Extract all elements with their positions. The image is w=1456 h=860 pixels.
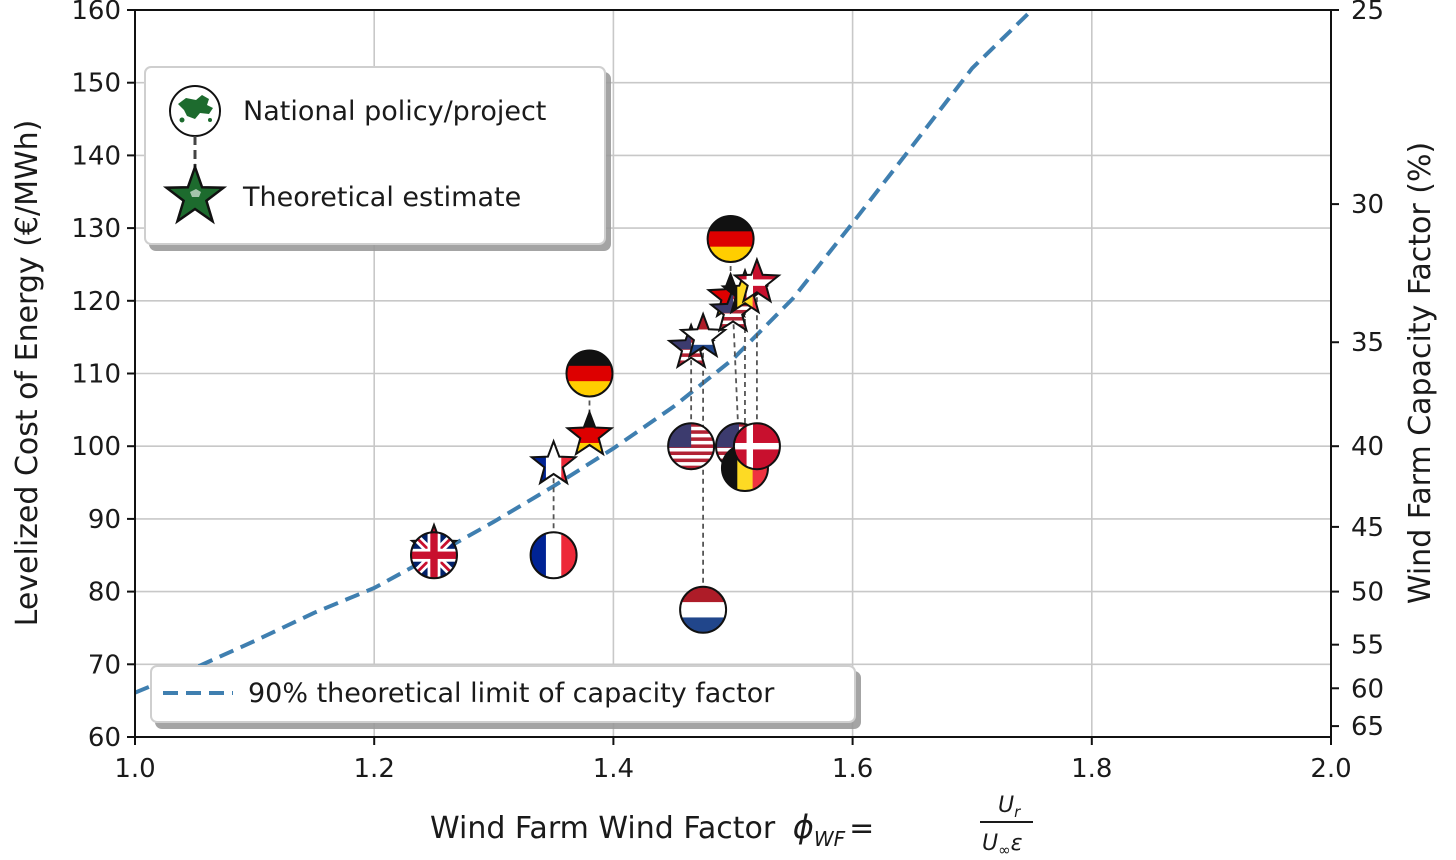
policy-circle-germany [706,215,755,264]
x-tick-label: 1.4 [593,754,634,784]
x-tick-label: 1.0 [114,754,155,784]
y-tick-label: 70 [88,650,121,680]
secondary-y-axis-ticks: 25 30 35 40 45 50 55 60 65 [1331,0,1384,742]
legend-label-national-policy: National policy/project [243,96,546,127]
y-axis-ticks: 60 70 80 90 100 110 120 130 140 150 160 [71,0,135,753]
y2-tick-label: 25 [1351,0,1384,26]
theoretical-limit-curve [135,10,1034,695]
country-markers [409,215,782,634]
x-axis-ticks: 1.0 1.2 1.4 1.6 1.8 2.0 [114,737,1352,784]
x-tick-label: 1.6 [832,754,873,784]
y2-tick-label: 30 [1351,190,1384,220]
legend-box [144,66,606,245]
y-tick-label: 110 [71,360,121,390]
legend-markers: National policy/project Theoretical esti… [144,66,606,245]
x-tick-label: 2.0 [1310,754,1351,784]
y-tick-label: 60 [88,723,121,753]
y2-tick-label: 60 [1351,674,1384,704]
legend-theoretical-estimate-icon [162,163,228,225]
secondary-y-axis-label: Wind Farm Capacity Factor (%) [1403,142,1438,604]
legend-label-theoretical-estimate: Theoretical estimate [242,182,521,213]
theoretical-limit-curve-layer [135,10,1034,695]
y-tick-label: 90 [88,505,121,535]
policy-circle-france [529,531,578,580]
svg-text:Ur: Ur [998,793,1021,821]
y-tick-label: 120 [71,287,121,317]
y-tick-label: 140 [71,141,121,171]
legend-label-theoretical-limit: 90% theoretical limit of capacity factor [248,678,775,709]
x-axis-label: Wind Farm Wind Factor ϕWF = [430,808,874,851]
y-tick-label: 100 [71,432,121,462]
y2-tick-label: 65 [1351,712,1384,742]
legend-national-policy-icon [169,85,221,137]
legend-line-box [150,665,856,723]
policy-circle-denmark [732,422,781,471]
policy-circle-usa [667,422,716,471]
y2-tick-label: 55 [1351,631,1384,661]
x-tick-label: 1.8 [1071,754,1112,784]
y-tick-label: 80 [88,578,121,608]
y2-tick-label: 50 [1351,578,1384,608]
y-axis-label: Levelized Cost of Energy (€/MWh) [10,120,45,627]
x-axis-label-fraction: Ur U∞ε [980,793,1033,859]
policy-circle-uk [410,531,458,580]
y2-tick-label: 35 [1351,328,1384,358]
x-tick-label: 1.2 [354,754,395,784]
policy-circle-germany [565,349,614,398]
legend-line: 90% theoretical limit of capacity factor [150,665,856,723]
y-tick-label: 160 [71,0,121,26]
y-tick-label: 150 [71,69,121,99]
y-tick-label: 130 [71,214,121,244]
y2-tick-label: 45 [1351,513,1384,543]
svg-text:U∞ε: U∞ε [982,831,1023,859]
y2-tick-label: 40 [1351,432,1384,462]
policy-circle-netherlands [679,585,728,634]
